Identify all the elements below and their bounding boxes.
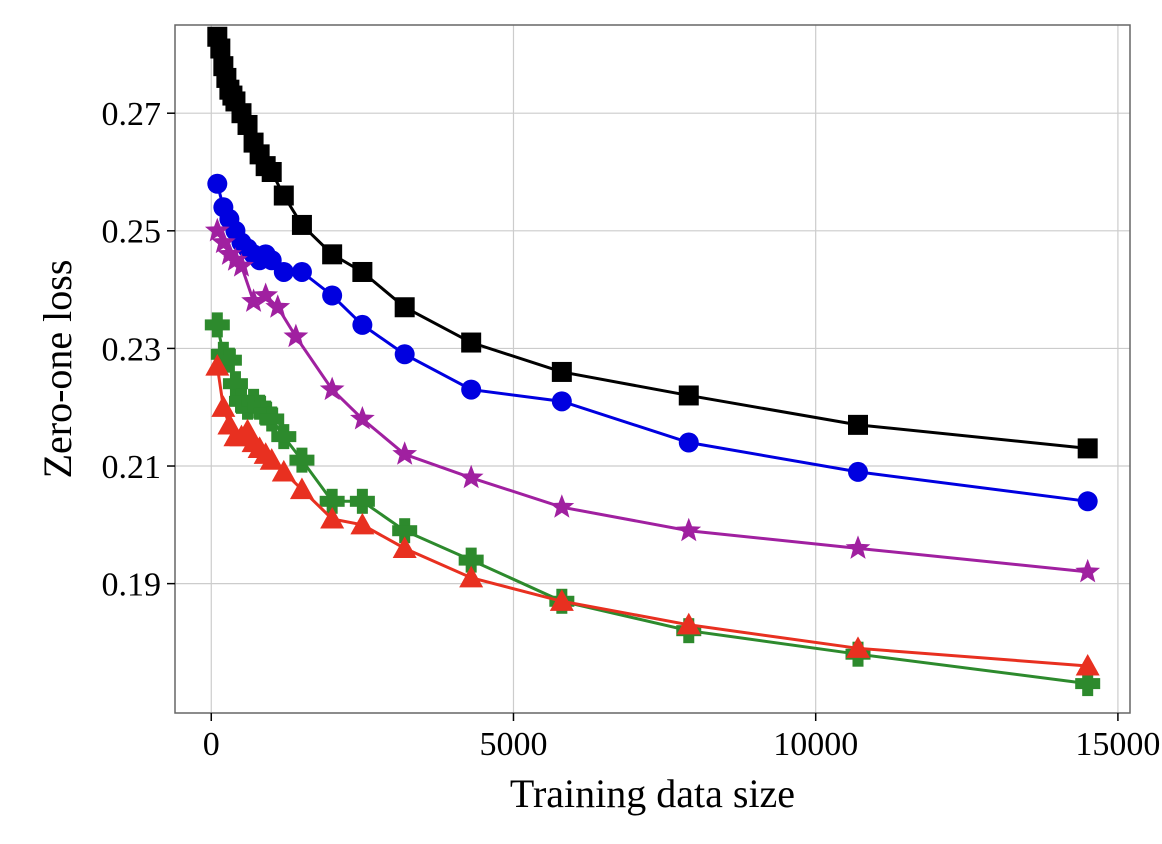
x-tick-label: 10000: [773, 726, 858, 763]
y-tick-label: 0.27: [102, 96, 162, 133]
y-tick-label: 0.25: [102, 214, 162, 251]
line-chart: 0 5000 10000 15000 0.19 0.21 0.23 0.25 0.27 Train…: [0, 0, 1162, 844]
y-tick-label: 0.23: [102, 331, 162, 368]
x-tick-label: 15000: [1075, 726, 1160, 763]
y-tick-label: 0.21: [102, 449, 162, 486]
y-tick-label: 0.19: [102, 567, 162, 604]
y-axis-label: Zero-one loss: [35, 260, 80, 479]
x-axis-label: Training data size: [510, 771, 795, 816]
chart-container: 0 5000 10000 15000 0.19 0.21 0.23 0.25 0.27 Train…: [0, 0, 1162, 844]
x-tick-label: 5000: [479, 726, 547, 763]
x-tick-label: 0: [203, 726, 220, 763]
